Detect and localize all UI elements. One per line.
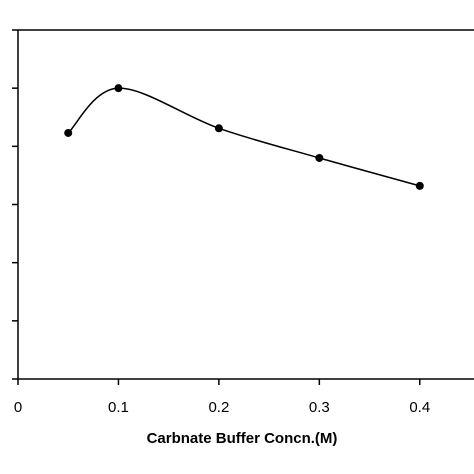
x-axis-title: Carbnate Buffer Concn.(M) <box>147 430 338 447</box>
x-tick-label: 0.3 <box>309 399 330 416</box>
data-point <box>214 124 223 133</box>
x-tick-label: 0.1 <box>108 399 129 416</box>
data-line <box>67 87 420 187</box>
x-tick-label: 0 <box>14 399 22 416</box>
x-tick-label: 0.4 <box>409 399 430 416</box>
data-point <box>415 181 424 190</box>
data-point <box>315 153 324 162</box>
data-point <box>64 128 73 137</box>
x-tick-label: 0.2 <box>208 399 229 416</box>
data-point <box>114 84 123 93</box>
